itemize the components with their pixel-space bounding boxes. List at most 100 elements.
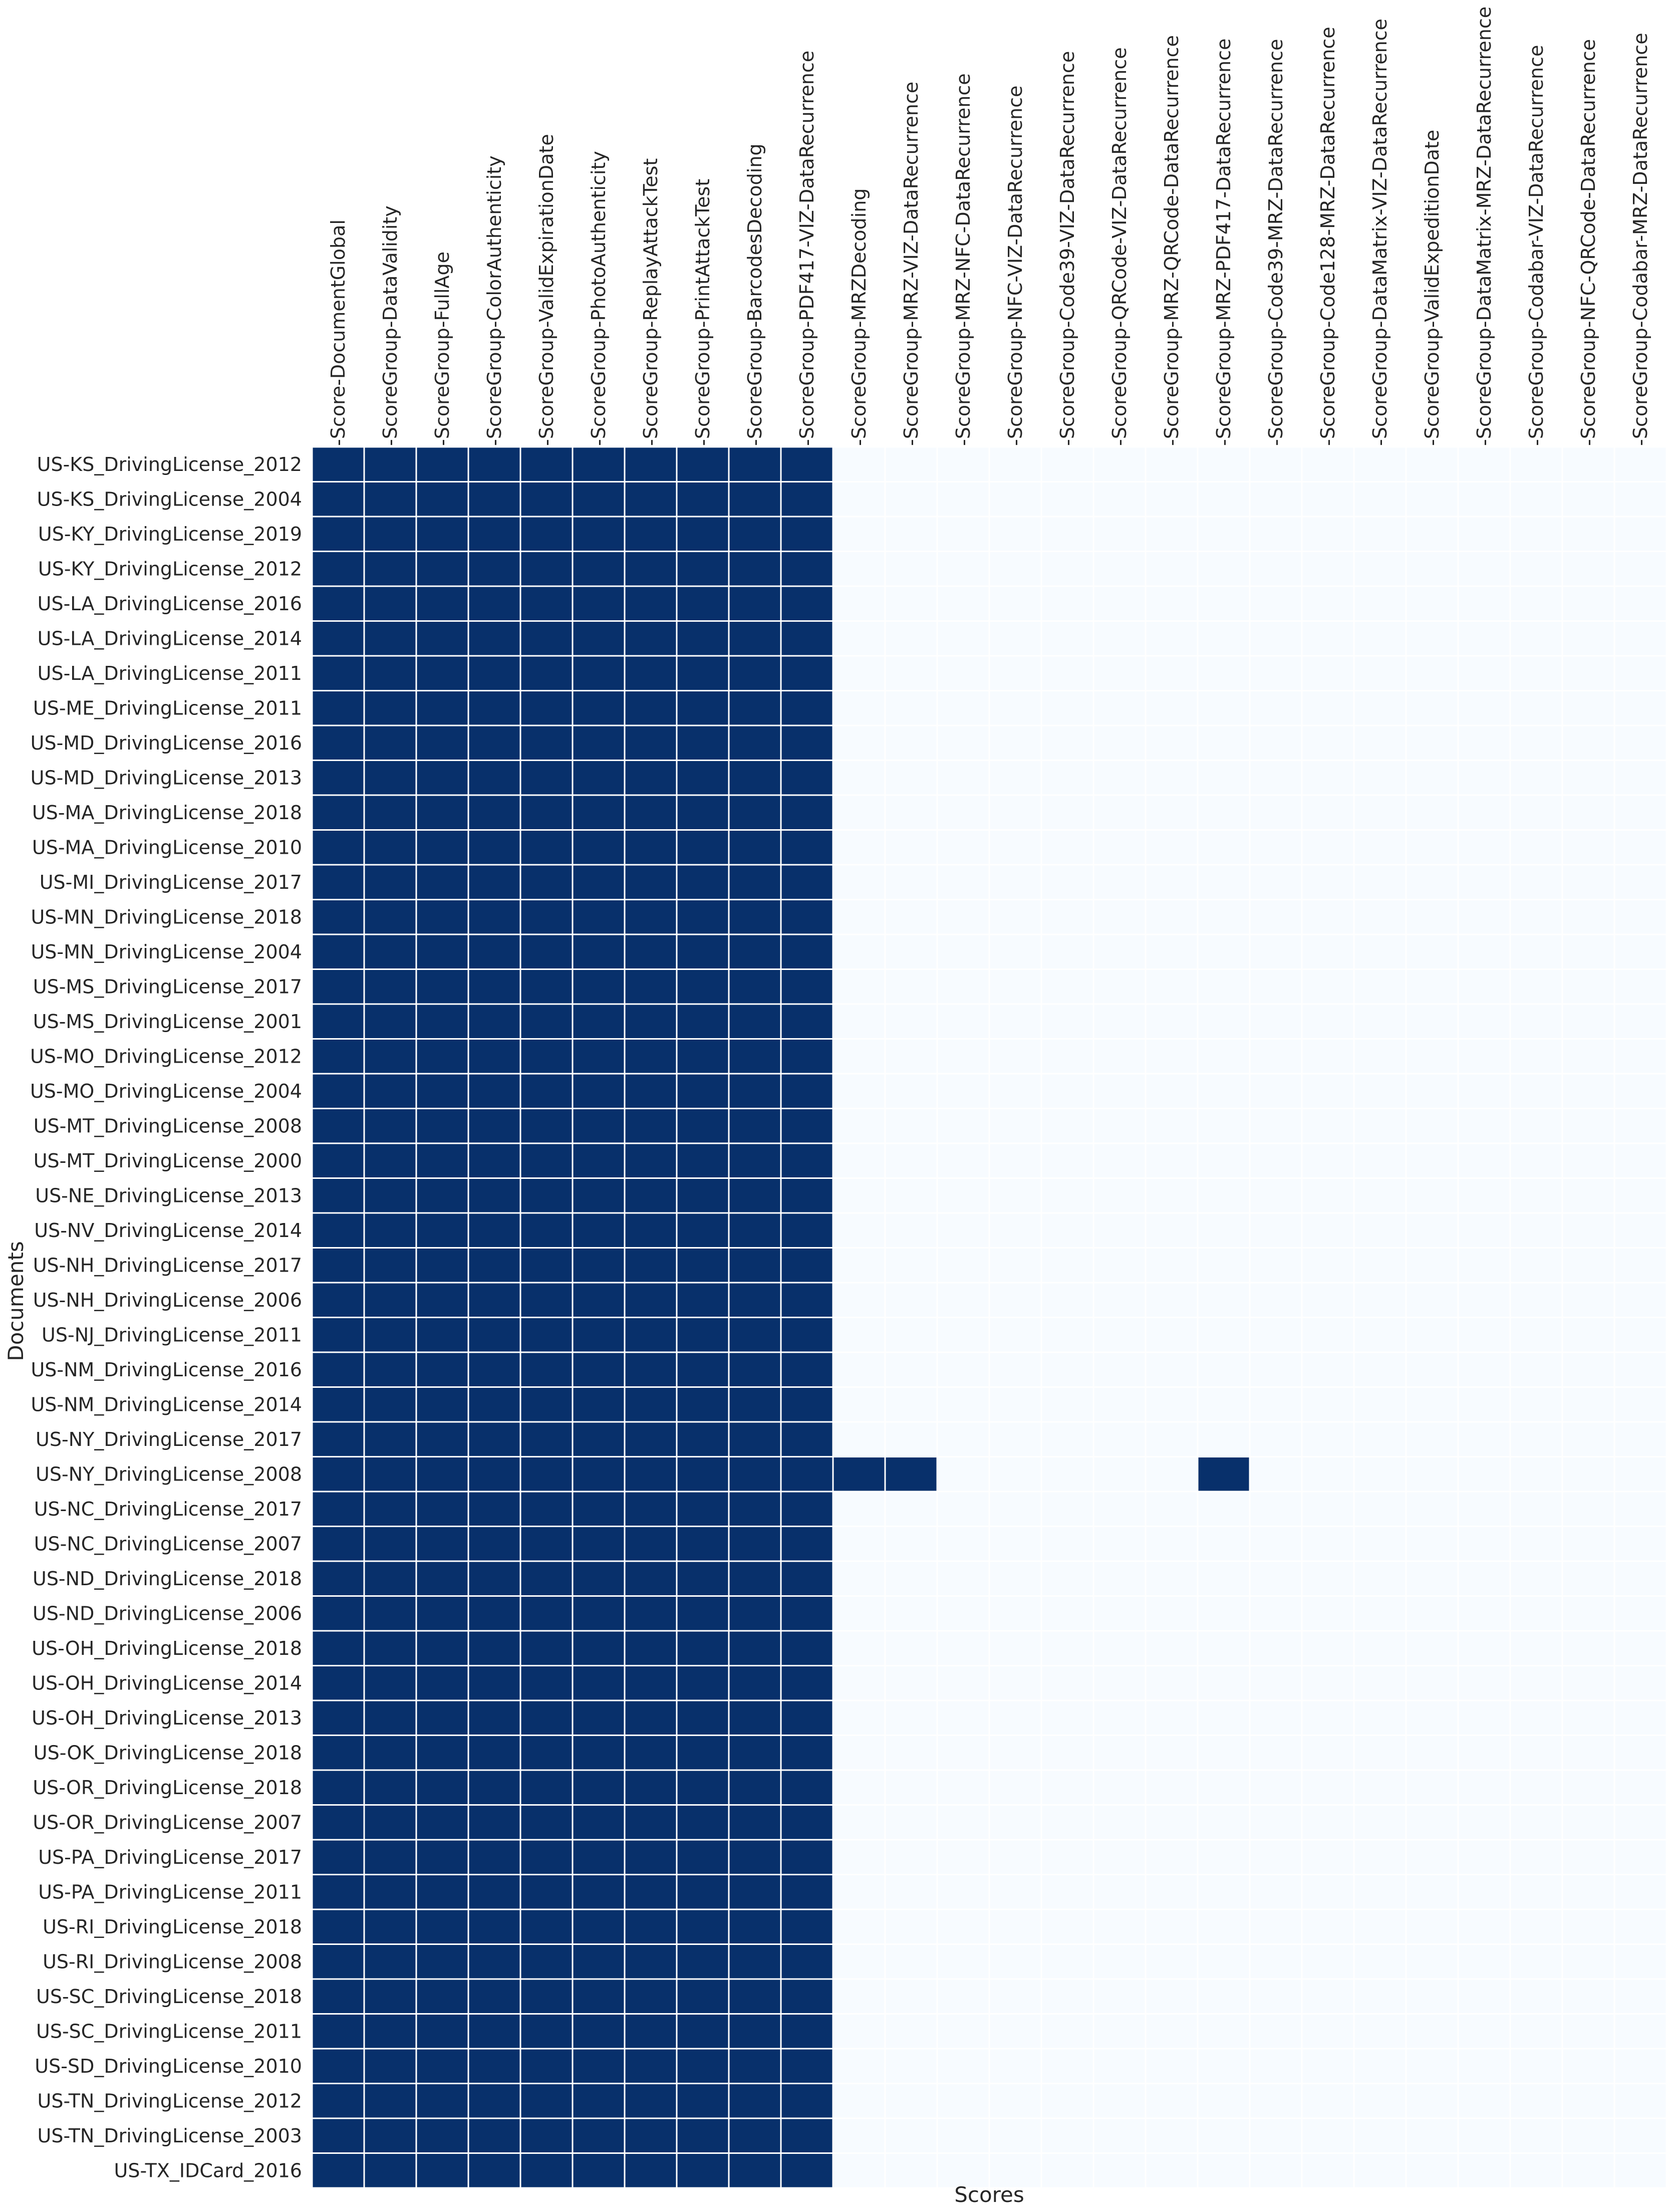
heatmap-cell <box>313 761 364 795</box>
heatmap-cell <box>469 1875 520 1909</box>
heatmap-cell <box>1459 1144 1510 1177</box>
heatmap-cell <box>1250 970 1301 1004</box>
heatmap-cell <box>886 865 937 899</box>
heatmap-cell <box>1198 1527 1249 1561</box>
heatmap-cell <box>1615 1353 1666 1386</box>
column-tick-label: -ScoreGroup-ValidExpeditionDate <box>1421 130 1443 446</box>
heatmap-cell <box>886 796 937 829</box>
heatmap-cell <box>677 622 728 655</box>
heatmap-cell <box>1146 970 1197 1004</box>
heatmap-cell <box>313 831 364 864</box>
heatmap-cell <box>521 1806 572 1839</box>
heatmap-cell <box>365 831 416 864</box>
row-tick-label: US-RI_DrivingLicense_2018 <box>43 1916 302 1938</box>
heatmap-cell <box>938 1318 989 1352</box>
heatmap-cell <box>1511 1249 1562 1282</box>
heatmap-cell <box>1198 1318 1249 1352</box>
heatmap-cell <box>1250 1701 1301 1735</box>
heatmap-cell <box>625 587 676 620</box>
heatmap-cell <box>938 1109 989 1143</box>
heatmap-cell <box>1250 1562 1301 1595</box>
heatmap-cell <box>469 1109 520 1143</box>
heatmap-cell <box>1563 1701 1614 1735</box>
heatmap-cell <box>1094 1910 1145 1943</box>
heatmap-cell <box>990 691 1041 725</box>
heatmap-cell <box>417 2049 468 2083</box>
heatmap-cell <box>521 1040 572 1073</box>
heatmap-cell <box>1459 1736 1510 1770</box>
heatmap-cell <box>1459 691 1510 725</box>
heatmap-cell <box>625 970 676 1004</box>
heatmap-cell <box>1511 1527 1562 1561</box>
heatmap-cell <box>313 1213 364 1247</box>
heatmap-cell <box>365 796 416 829</box>
heatmap-cell <box>1146 865 1197 899</box>
heatmap-cell <box>1302 1109 1353 1143</box>
heatmap-cell <box>1407 1562 1458 1595</box>
heatmap-cell <box>781 1806 832 1839</box>
heatmap-cell <box>1302 1005 1353 1038</box>
heatmap-cell <box>417 2154 468 2187</box>
heatmap-cell <box>1459 1283 1510 1317</box>
heatmap-cell <box>938 1631 989 1665</box>
heatmap-cell <box>625 761 676 795</box>
heatmap-cell <box>1615 865 1666 899</box>
heatmap-cell <box>625 1422 676 1456</box>
heatmap-cell <box>625 517 676 551</box>
heatmap-cell <box>833 2154 885 2187</box>
heatmap-cell <box>1459 935 1510 968</box>
heatmap-cell <box>677 935 728 968</box>
heatmap-cell <box>1302 1179 1353 1212</box>
heatmap-cell <box>781 1249 832 1282</box>
heatmap-cell <box>677 1074 728 1108</box>
heatmap-cell <box>625 1353 676 1386</box>
heatmap-cell <box>365 1388 416 1421</box>
heatmap-cell <box>573 2154 624 2187</box>
heatmap-cell <box>1407 1144 1458 1177</box>
heatmap-cell <box>833 1666 885 1700</box>
heatmap-cell <box>1198 1353 1249 1386</box>
heatmap-cell <box>886 2154 937 2187</box>
heatmap-cell <box>469 761 520 795</box>
heatmap-cell <box>313 1144 364 1177</box>
heatmap-cell <box>313 1631 364 1665</box>
row-tick-label: US-NJ_DrivingLicense_2011 <box>42 1324 302 1346</box>
heatmap-cell <box>833 482 885 516</box>
heatmap-cell <box>1615 726 1666 760</box>
column-tick-label: -ScoreGroup-DataValidity <box>379 205 401 446</box>
row-tick-label: US-PA_DrivingLicense_2017 <box>38 1846 302 1868</box>
heatmap-cell <box>1146 656 1197 690</box>
heatmap-cell <box>1511 2084 1562 2118</box>
heatmap-cell <box>1459 1005 1510 1038</box>
heatmap-cell <box>625 1945 676 1979</box>
heatmap-cell <box>365 2154 416 2187</box>
heatmap-cell <box>1094 622 1145 655</box>
heatmap-cell <box>1302 1074 1353 1108</box>
heatmap-cell <box>1250 656 1301 690</box>
heatmap-cell <box>1302 656 1353 690</box>
heatmap-cell <box>573 1701 624 1735</box>
heatmap-cell <box>1511 1840 1562 1874</box>
heatmap-cell <box>1146 691 1197 725</box>
row-tick-label: US-SC_DrivingLicense_2011 <box>36 2020 302 2042</box>
heatmap-cell <box>1354 1840 1406 1874</box>
heatmap-cell <box>1511 1144 1562 1177</box>
heatmap-cell <box>781 2084 832 2118</box>
heatmap-cell <box>729 1283 780 1317</box>
heatmap-cell <box>573 656 624 690</box>
heatmap-cell <box>886 2049 937 2083</box>
heatmap-cell <box>677 1945 728 1979</box>
heatmap-cell <box>521 1249 572 1282</box>
heatmap-cell <box>781 691 832 725</box>
heatmap-cell <box>1042 1353 1093 1386</box>
heatmap-cell <box>1459 1631 1510 1665</box>
heatmap-cell <box>1615 1875 1666 1909</box>
heatmap-cell <box>1250 1283 1301 1317</box>
heatmap-cell <box>1511 761 1562 795</box>
heatmap-cell <box>1407 1840 1458 1874</box>
x-axis-label: Scores <box>954 2182 1024 2207</box>
heatmap-cell <box>781 1771 832 1804</box>
heatmap-cell <box>1407 761 1458 795</box>
heatmap-cell <box>1615 552 1666 586</box>
heatmap-cell <box>833 2119 885 2152</box>
